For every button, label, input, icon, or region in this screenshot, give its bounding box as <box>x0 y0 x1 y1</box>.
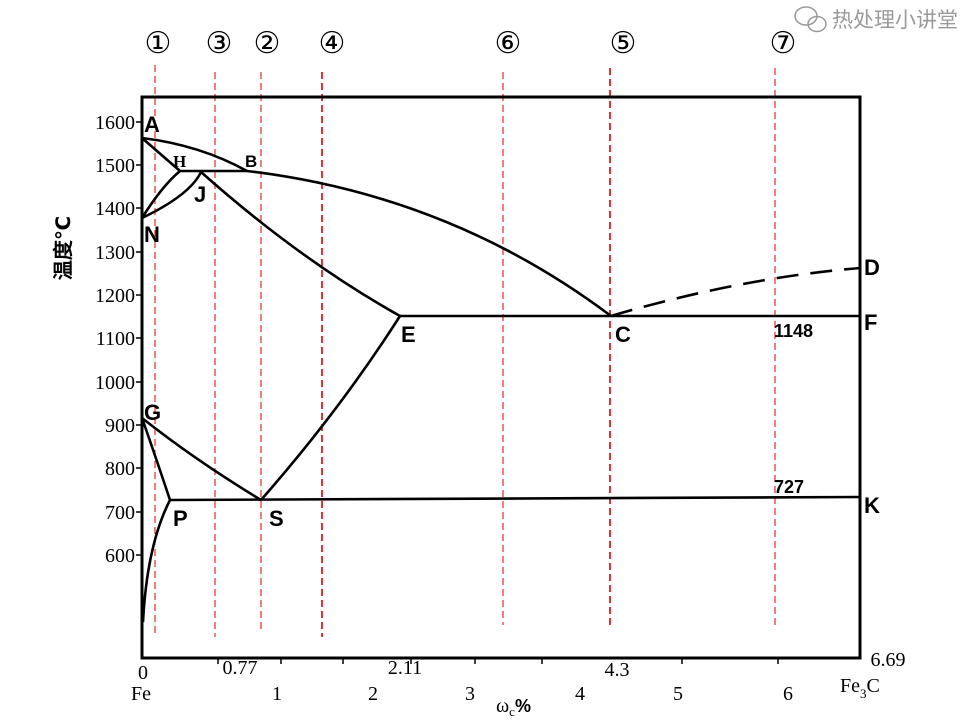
point-e: E <box>401 322 416 347</box>
x-axis-label: ωc% <box>496 695 531 719</box>
watermark-text: 热处理小讲堂 <box>832 9 958 32</box>
x-ticks <box>217 658 779 664</box>
x-tick-label: 5 <box>673 683 683 705</box>
value-6-69: 6.69 <box>871 649 906 671</box>
line-se <box>260 315 402 501</box>
point-j: J <box>194 182 206 207</box>
x-tick-label: 1 <box>272 683 282 705</box>
line-nh <box>140 170 181 219</box>
liquidus-ab <box>141 136 248 173</box>
y-tick-label: 800 <box>105 458 135 480</box>
alloy-label-2: ② <box>254 27 281 60</box>
point-p: P <box>173 506 188 531</box>
line-pq <box>141 499 172 623</box>
alloy-label-6: ⑥ <box>495 27 522 60</box>
alloy-label-7: ⑦ <box>770 27 797 60</box>
liquidus-bc <box>246 169 612 318</box>
wechat-icon <box>794 6 827 33</box>
line-gp <box>140 417 172 501</box>
x-origin-label: 0 <box>138 662 148 684</box>
line-gs <box>141 416 262 502</box>
fe-label: Fe <box>131 683 151 705</box>
value-0-77: 0.77 <box>223 657 258 679</box>
value-4-3: 4.3 <box>605 659 630 681</box>
value-2-11: 2.11 <box>388 657 422 679</box>
point-k: K <box>864 493 880 518</box>
liquidus-cd <box>610 266 861 318</box>
line-nj <box>141 171 203 220</box>
solidus-je <box>200 171 401 318</box>
alloy-label-3: ③ <box>206 27 233 60</box>
point-d: D <box>864 255 880 280</box>
y-tick-label: 600 <box>105 545 135 567</box>
eutectoid-temp-label: 727 <box>774 477 804 497</box>
y-tick-label: 1400 <box>95 198 135 220</box>
fe3c-label: Fe3C <box>840 675 880 701</box>
y-tick-label: 1000 <box>95 372 135 394</box>
watermark: 热处理小讲堂 <box>794 6 958 33</box>
alloy-label-4: ④ <box>319 27 346 60</box>
alloy-label-1: ① <box>145 27 172 60</box>
point-g: G <box>144 400 161 425</box>
solidus-ah <box>141 137 181 172</box>
point-s: S <box>269 506 284 531</box>
y-tick-label: 1300 <box>95 242 135 264</box>
y-tick-label: 900 <box>105 415 135 437</box>
x-tick-label: 4 <box>575 683 585 705</box>
eutectic-temp-label: 1148 <box>774 321 813 341</box>
plot-frame <box>140 95 862 660</box>
point-f: F <box>864 310 877 335</box>
x-tick-label: 6 <box>783 683 793 705</box>
point-n: N <box>144 222 160 247</box>
y-axis-label: 温度℃ <box>51 216 75 280</box>
y-tick-label: 1600 <box>95 112 135 134</box>
x-tick-label: 2 <box>368 683 378 705</box>
point-a: A <box>144 112 160 137</box>
point-b: B <box>245 152 257 171</box>
point-c: C <box>615 322 631 347</box>
y-tick-label: 1100 <box>96 328 135 350</box>
eutectoid-line-psk <box>169 495 861 502</box>
y-tick-label: 1200 <box>95 285 135 307</box>
x-tick-label: 3 <box>465 683 475 705</box>
y-ticks <box>136 121 142 556</box>
y-tick-label: 700 <box>105 502 135 524</box>
y-tick-label: 1500 <box>95 155 135 177</box>
alloy-label-5: ⑤ <box>610 27 637 60</box>
point-h: H <box>173 152 186 171</box>
